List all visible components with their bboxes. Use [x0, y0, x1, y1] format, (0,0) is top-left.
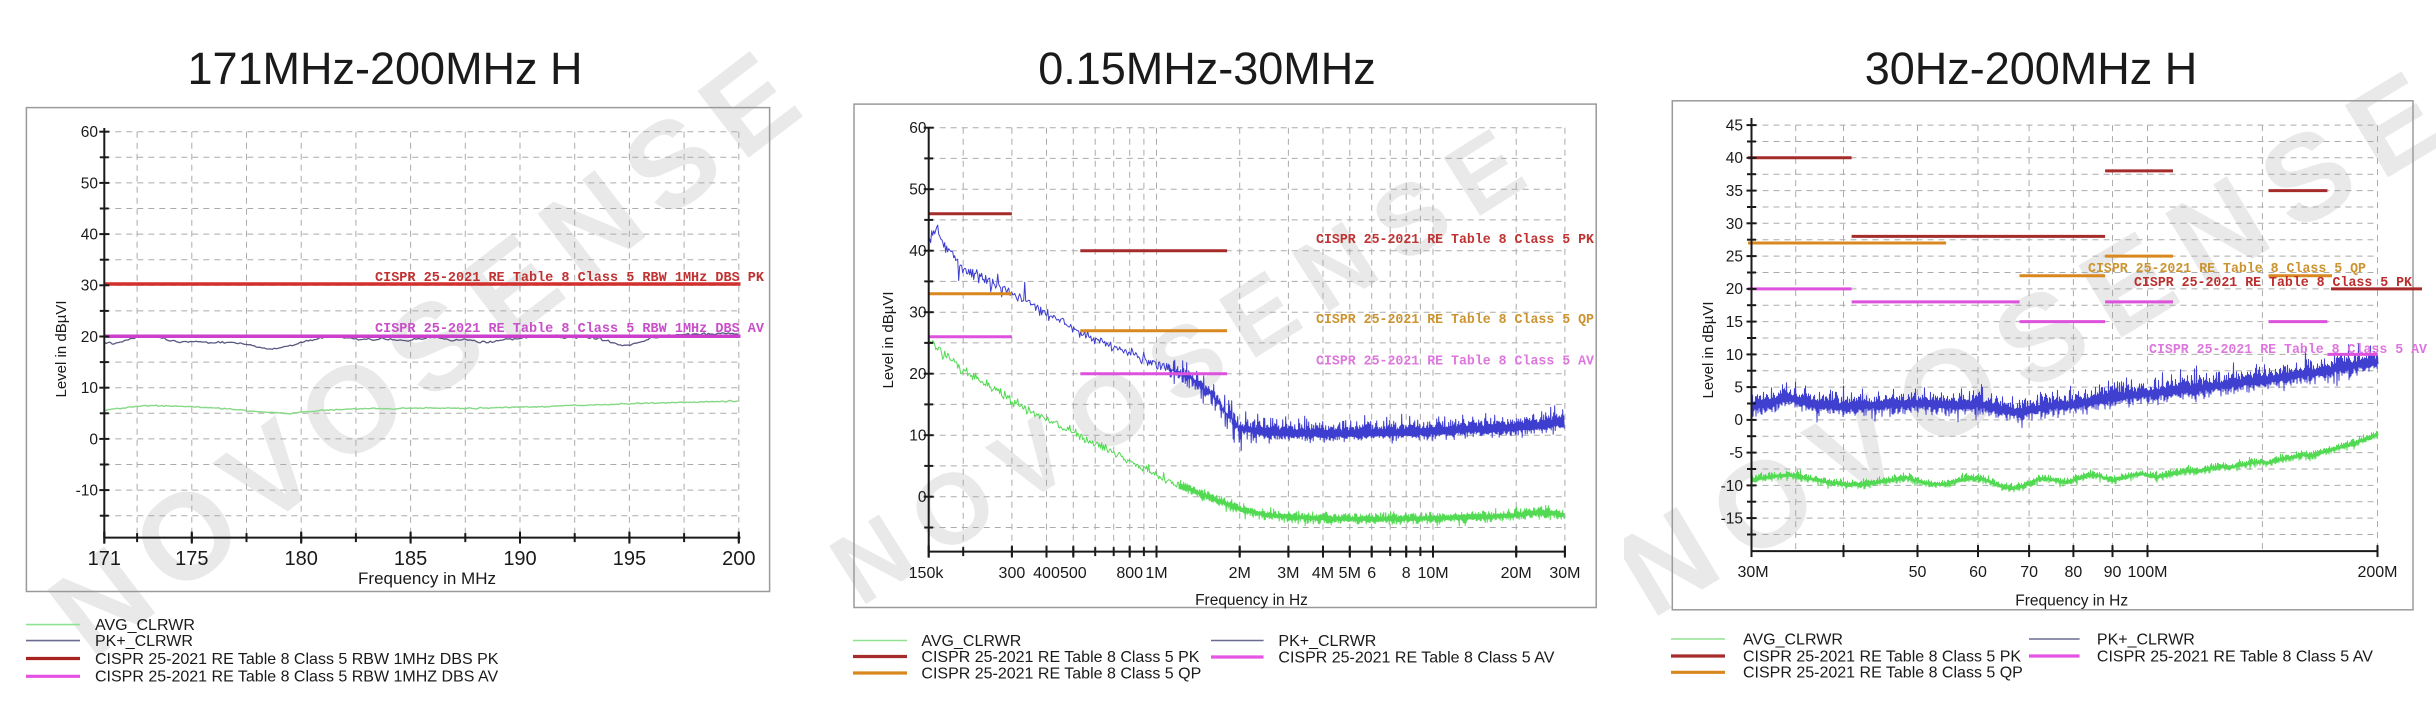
- svg-text:300: 300: [999, 565, 1026, 582]
- svg-text:10: 10: [1726, 347, 1744, 364]
- svg-text:20M: 20M: [1501, 565, 1532, 582]
- svg-text:171MHz-200MHz H: 171MHz-200MHz H: [187, 43, 582, 94]
- svg-text:500: 500: [1060, 565, 1087, 582]
- svg-text:25: 25: [1726, 249, 1743, 266]
- svg-text:CISPR 25-2021 RE Table 8 Class: CISPR 25-2021 RE Table 8 Class 5 PK: [1743, 648, 2021, 665]
- svg-text:20: 20: [1726, 281, 1744, 298]
- svg-text:CISPR 25-2021 RE Table 8 Class: CISPR 25-2021 RE Table 8 Class 5 AV: [1278, 649, 1554, 666]
- svg-text:-10: -10: [1721, 478, 1744, 495]
- svg-text:CISPR 25-2021 RE Table 8 Class: CISPR 25-2021 RE Table 8 Class 5 RBW 1MH…: [375, 270, 765, 286]
- svg-text:80: 80: [2065, 564, 2083, 581]
- svg-text:3M: 3M: [1277, 565, 1299, 582]
- svg-text:AVG_CLRWR: AVG_CLRWR: [921, 633, 1021, 650]
- svg-text:4M: 4M: [1312, 565, 1334, 582]
- svg-text:195: 195: [613, 548, 646, 570]
- svg-text:5: 5: [1734, 380, 1743, 397]
- svg-text:190: 190: [503, 548, 536, 570]
- svg-text:CISPR 25-2021 RE Table 8 Class: CISPR 25-2021 RE Table 8 Class 5 QP: [1743, 665, 2023, 682]
- svg-text:-15: -15: [1721, 511, 1743, 528]
- svg-text:185: 185: [394, 548, 427, 570]
- svg-text:CISPR 25-2021 RE Table 8 Class: CISPR 25-2021 RE Table 8 Class 5 QP: [1316, 312, 1594, 328]
- svg-text:CISPR 25-2021 RE Table 8 Class: CISPR 25-2021 RE Table 8 Class 5 QP: [2088, 261, 2366, 277]
- svg-text:30M: 30M: [1737, 564, 1768, 581]
- svg-text:CISPR 25-2021 RE Table 8 Class: CISPR 25-2021 RE Table 8 Class 5 AV: [1316, 354, 1595, 370]
- svg-text:6: 6: [1367, 565, 1376, 582]
- svg-text:AVG_CLRWR: AVG_CLRWR: [95, 617, 195, 634]
- svg-text:8: 8: [1402, 565, 1411, 582]
- svg-text:50: 50: [1909, 564, 1927, 581]
- svg-text:Frequency in MHz: Frequency in MHz: [358, 569, 496, 588]
- svg-text:40: 40: [1726, 150, 1744, 167]
- svg-text:CISPR 25-2021 RE Table 8 Class: CISPR 25-2021 RE Table 8 Class 5 PK: [921, 649, 1199, 666]
- svg-text:20: 20: [81, 329, 99, 346]
- svg-text:10: 10: [81, 380, 99, 397]
- svg-text:Level in dBµVI: Level in dBµVI: [1700, 301, 1717, 398]
- svg-text:90: 90: [2104, 564, 2122, 581]
- svg-text:35: 35: [1726, 183, 1743, 200]
- svg-text:50: 50: [909, 182, 927, 199]
- svg-text:CISPR 25-2021 RE Table 8 Class: CISPR 25-2021 RE Table 8 Class 5 RBW 1MH…: [95, 651, 499, 668]
- svg-text:40: 40: [909, 243, 927, 260]
- svg-text:60: 60: [81, 124, 99, 141]
- svg-text:70: 70: [2020, 564, 2038, 581]
- svg-text:15: 15: [1726, 314, 1743, 331]
- svg-text:Frequency in Hz: Frequency in Hz: [2015, 593, 2128, 610]
- svg-text:-5: -5: [1729, 445, 1743, 462]
- svg-text:Level in dBµVI: Level in dBµVI: [880, 291, 897, 388]
- svg-text:1M: 1M: [1145, 565, 1167, 582]
- svg-text:200M: 200M: [2357, 564, 2397, 581]
- svg-text:Frequency in Hz: Frequency in Hz: [1195, 592, 1308, 609]
- svg-text:PK+_CLRWR: PK+_CLRWR: [1278, 633, 1376, 650]
- svg-text:10: 10: [909, 428, 927, 445]
- svg-text:CISPR 25-2021 RE Table 8 Class: CISPR 25-2021 RE Table 8 Class 5 AV: [2097, 648, 2373, 665]
- svg-text:175: 175: [175, 548, 208, 570]
- svg-text:5M: 5M: [1339, 565, 1361, 582]
- svg-text:30: 30: [909, 305, 927, 322]
- svg-text:0.15MHz-30MHz: 0.15MHz-30MHz: [1038, 43, 1376, 94]
- svg-text:0: 0: [1734, 412, 1743, 429]
- svg-text:Level in dBµVI: Level in dBµVI: [53, 300, 70, 397]
- svg-text:10M: 10M: [1417, 565, 1448, 582]
- svg-text:CISPR 25-2021 RE Table 8 Class: CISPR 25-2021 RE Table 8 Class 5 RBW 1MH…: [95, 669, 498, 686]
- svg-text:CISPR 25-2021 RE Table 8 Class: CISPR 25-2021 RE Table 8 Class 5 QP: [921, 665, 1201, 682]
- svg-text:150k: 150k: [909, 565, 945, 582]
- svg-text:60: 60: [1969, 564, 1987, 581]
- svg-text:180: 180: [285, 548, 318, 570]
- svg-text:50: 50: [81, 175, 99, 192]
- svg-text:30: 30: [1726, 216, 1744, 233]
- svg-text:200: 200: [722, 548, 755, 570]
- svg-text:30M: 30M: [1549, 565, 1580, 582]
- svg-text:2M: 2M: [1229, 565, 1251, 582]
- svg-text:CISPR 25-2021 RE Table 8 Class: CISPR 25-2021 RE Table 8 Class 5 AV: [2149, 342, 2428, 358]
- svg-text:30Hz-200MHz H: 30Hz-200MHz H: [1865, 43, 2198, 94]
- svg-text:PK+_CLRWR: PK+_CLRWR: [2097, 631, 2195, 648]
- svg-text:CISPR 25-2021 RE Table 8 Class: CISPR 25-2021 RE Table 8 Class 5 PK: [2134, 275, 2413, 291]
- svg-text:40: 40: [81, 227, 99, 244]
- svg-text:20: 20: [909, 366, 927, 383]
- svg-text:45: 45: [1726, 118, 1743, 135]
- svg-text:400: 400: [1033, 565, 1060, 582]
- svg-text:30: 30: [81, 278, 99, 295]
- svg-text:CISPR 25-2021 RE Table 8 Class: CISPR 25-2021 RE Table 8 Class 5 RBW 1MH…: [375, 321, 765, 337]
- svg-text:100M: 100M: [2127, 564, 2167, 581]
- svg-text:60: 60: [909, 120, 927, 137]
- svg-text:AVG_CLRWR: AVG_CLRWR: [1743, 631, 1843, 648]
- svg-text:-10: -10: [76, 483, 99, 500]
- svg-text:171: 171: [88, 548, 121, 570]
- svg-text:PK+_CLRWR: PK+_CLRWR: [95, 633, 193, 650]
- svg-text:0: 0: [89, 431, 98, 448]
- svg-text:CISPR 25-2021 RE Table 8 Class: CISPR 25-2021 RE Table 8 Class 5 PK: [1316, 232, 1595, 248]
- svg-text:0: 0: [918, 489, 927, 506]
- svg-text:800: 800: [1116, 565, 1143, 582]
